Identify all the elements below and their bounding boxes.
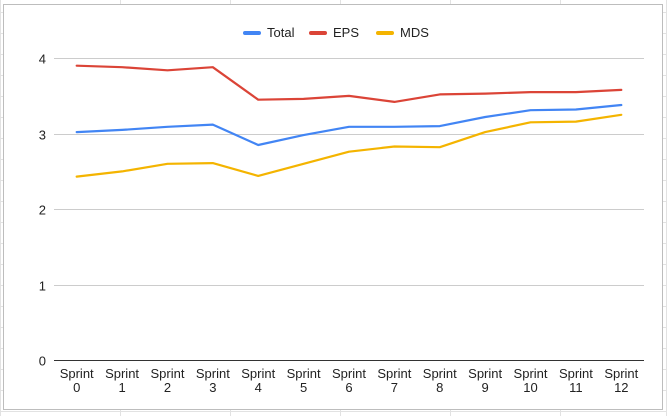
x-tick-label: Sprint 5 [287,366,321,395]
x-tick-label-line: 11 [569,380,583,395]
y-tick-label: 3 [39,128,46,143]
gridlines [54,58,644,361]
series-line-eps[interactable] [75,64,623,104]
x-tick-label-line: 9 [482,380,489,395]
x-tick-label-line: 8 [436,380,443,395]
x-tick-label-line: 12 [614,380,628,395]
x-tick-label: Sprint 1 [105,366,139,395]
x-tick-label-line: Sprint [514,366,548,381]
x-tick-label: Sprint 9 [468,366,502,395]
x-tick-label-line: Sprint [287,366,321,381]
x-tick-label-line: Sprint [150,366,184,381]
y-tick-label: 1 [39,279,46,294]
y-tick-label: 0 [39,354,46,369]
x-tick-label-line: Sprint [559,366,593,381]
x-tick-label-line: 6 [345,380,352,395]
x-tick-label: Sprint 2 [150,366,184,395]
x-tick-label-line: 7 [391,380,398,395]
y-tick-label: 2 [39,203,46,218]
x-tick-label-line: 0 [73,380,80,395]
x-tick-label-line: Sprint [377,366,411,381]
y-tick-label: 4 [39,52,46,67]
series-line-mds[interactable] [75,113,623,178]
x-tick-label-line: 2 [164,380,171,395]
x-tick-label: Sprint 11 [559,366,593,395]
x-tick-label: Sprint 7 [377,366,411,395]
x-tick-label-line: 4 [255,380,262,395]
x-tick-label-line: Sprint [60,366,94,381]
x-tick-label: Sprint 0 [60,366,94,395]
legend-label-eps: EPS [333,25,359,40]
x-tick-label-line: Sprint [468,366,502,381]
series-line-total[interactable] [75,103,623,147]
y-axis-tick-labels: 0 1 2 3 4 [39,52,46,369]
x-tick-label: Sprint 12 [604,366,638,395]
x-tick-label-line: Sprint [423,366,457,381]
x-tick-label: Sprint 3 [196,366,230,395]
x-tick-label-line: Sprint [332,366,366,381]
x-tick-label-line: 10 [523,380,537,395]
chart-legend: Total EPS MDS [243,25,429,40]
x-tick-label: Sprint 10 [514,366,548,395]
x-tick-label-line: Sprint [105,366,139,381]
x-tick-label-line: Sprint [604,366,638,381]
x-tick-label: Sprint 8 [423,366,457,395]
x-tick-label-line: 3 [209,380,216,395]
legend-label-mds: MDS [400,25,429,40]
x-tick-label-line: Sprint [196,366,230,381]
x-tick-label: Sprint 4 [241,366,275,395]
series-lines [75,64,623,178]
x-tick-label: Sprint 6 [332,366,366,395]
legend-label-total: Total [267,25,295,40]
x-tick-label-line: Sprint [241,366,275,381]
x-tick-label-line: 1 [118,380,125,395]
x-tick-label-line: 5 [300,380,307,395]
